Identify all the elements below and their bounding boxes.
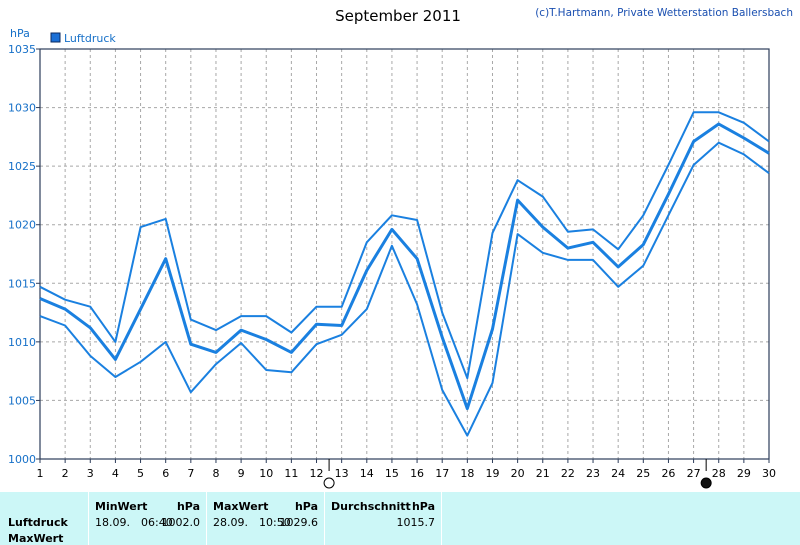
chart: September 2011 (c)T.Hartmann, Private We… — [8, 7, 793, 489]
copyright-text: (c)T.Hartmann, Private Wetterstation Bal… — [535, 7, 793, 19]
stats-row-label-maxwert: MaxWert — [8, 532, 64, 545]
x-tick-label: 26 — [661, 467, 675, 480]
series-line-mean — [39, 122, 770, 411]
stats-col-durchschnitt: Durchschnitt hPa 1015.7 — [324, 492, 441, 545]
y-axis-unit-label: hPa — [10, 27, 30, 40]
stats-maxwert-date: 28.09. — [213, 516, 248, 529]
stats-minwert-header: MinWert — [95, 500, 148, 513]
x-tick-label: 25 — [636, 467, 650, 480]
stats-maxwert-unit: hPa — [294, 500, 318, 513]
stats-col-minwert: MinWert hPa 18.09. 06:40 1002.0 — [88, 492, 206, 545]
new-moon-icon — [700, 477, 712, 489]
x-tick-label: 8 — [212, 467, 219, 480]
x-tick-label: 4 — [112, 467, 119, 480]
x-tick-label: 30 — [762, 467, 776, 480]
series-layer — [39, 111, 770, 437]
chart-title: September 2011 — [335, 7, 461, 25]
x-tick-label: 3 — [87, 467, 94, 480]
moon-marker-layer — [323, 459, 712, 489]
x-tick-label: 27 — [687, 467, 701, 480]
stats-panel: Luftdruck MaxWert MinWert hPa 18.09. 06:… — [0, 492, 800, 545]
x-tick-label: 9 — [238, 467, 245, 480]
x-tick-label: 13 — [335, 467, 349, 480]
x-tick-label: 5 — [137, 467, 144, 480]
grid-layer — [40, 49, 769, 459]
stats-minwert-value: 1002.0 — [161, 516, 201, 529]
y-tick-label: 1005 — [8, 394, 36, 407]
stats-minwert-unit: hPa — [176, 500, 200, 513]
plot-frame — [39, 48, 770, 460]
y-tick-label: 1000 — [8, 453, 36, 466]
x-tick-label: 7 — [187, 467, 194, 480]
full-moon-icon — [323, 477, 335, 489]
stats-minwert-date: 18.09. — [95, 516, 130, 529]
y-tick-label: 1030 — [8, 102, 36, 115]
x-tick-label: 18 — [460, 467, 474, 480]
stats-maxwert-value: 1029.6 — [279, 516, 319, 529]
legend-label: Luftdruck — [64, 32, 116, 45]
legend-swatch — [50, 32, 61, 43]
x-tick-label: 29 — [737, 467, 751, 480]
series-line-min — [39, 141, 770, 437]
y-tick-label: 1035 — [8, 43, 36, 56]
y-tick-label: 1010 — [8, 336, 36, 349]
x-tick-label: 21 — [536, 467, 550, 480]
stats-minwert-time: 06:40 — [141, 516, 173, 529]
y-tick-label: 1025 — [8, 160, 36, 173]
x-tick-label: 24 — [611, 467, 625, 480]
x-tick-label: 10 — [259, 467, 273, 480]
stats-col-maxwert: MaxWert hPa 28.09. 10:50 1029.6 — [206, 492, 324, 545]
x-tick-label: 1 — [37, 467, 44, 480]
x-tick-label: 28 — [712, 467, 726, 480]
stats-durchschnitt-value: 1015.7 — [396, 516, 436, 529]
x-tick-label: 2 — [62, 467, 69, 480]
stats-durchschnitt-header: Durchschnitt — [331, 500, 411, 513]
y-tick-label: 1020 — [8, 219, 36, 232]
x-tick-label: 14 — [360, 467, 374, 480]
x-tick-label: 17 — [435, 467, 449, 480]
x-tick-label: 20 — [511, 467, 525, 480]
x-tick-label: 15 — [385, 467, 399, 480]
stats-maxwert-time: 10:50 — [259, 516, 291, 529]
x-tick-label: 22 — [561, 467, 575, 480]
x-tick-label: 12 — [310, 467, 324, 480]
x-tick-label: 16 — [410, 467, 424, 480]
series-line-max — [39, 111, 770, 380]
y-tick-label: 1015 — [8, 277, 36, 290]
x-tick-label: 23 — [586, 467, 600, 480]
stats-maxwert-header: MaxWert — [213, 500, 269, 513]
x-tick-label: 11 — [284, 467, 298, 480]
stats-col-empty — [441, 492, 800, 545]
stats-durchschnitt-unit: hPa — [411, 500, 435, 513]
x-tick-label: 6 — [162, 467, 169, 480]
x-tick-label: 19 — [485, 467, 499, 480]
stats-row-label-luftdruck: Luftdruck — [8, 516, 68, 529]
